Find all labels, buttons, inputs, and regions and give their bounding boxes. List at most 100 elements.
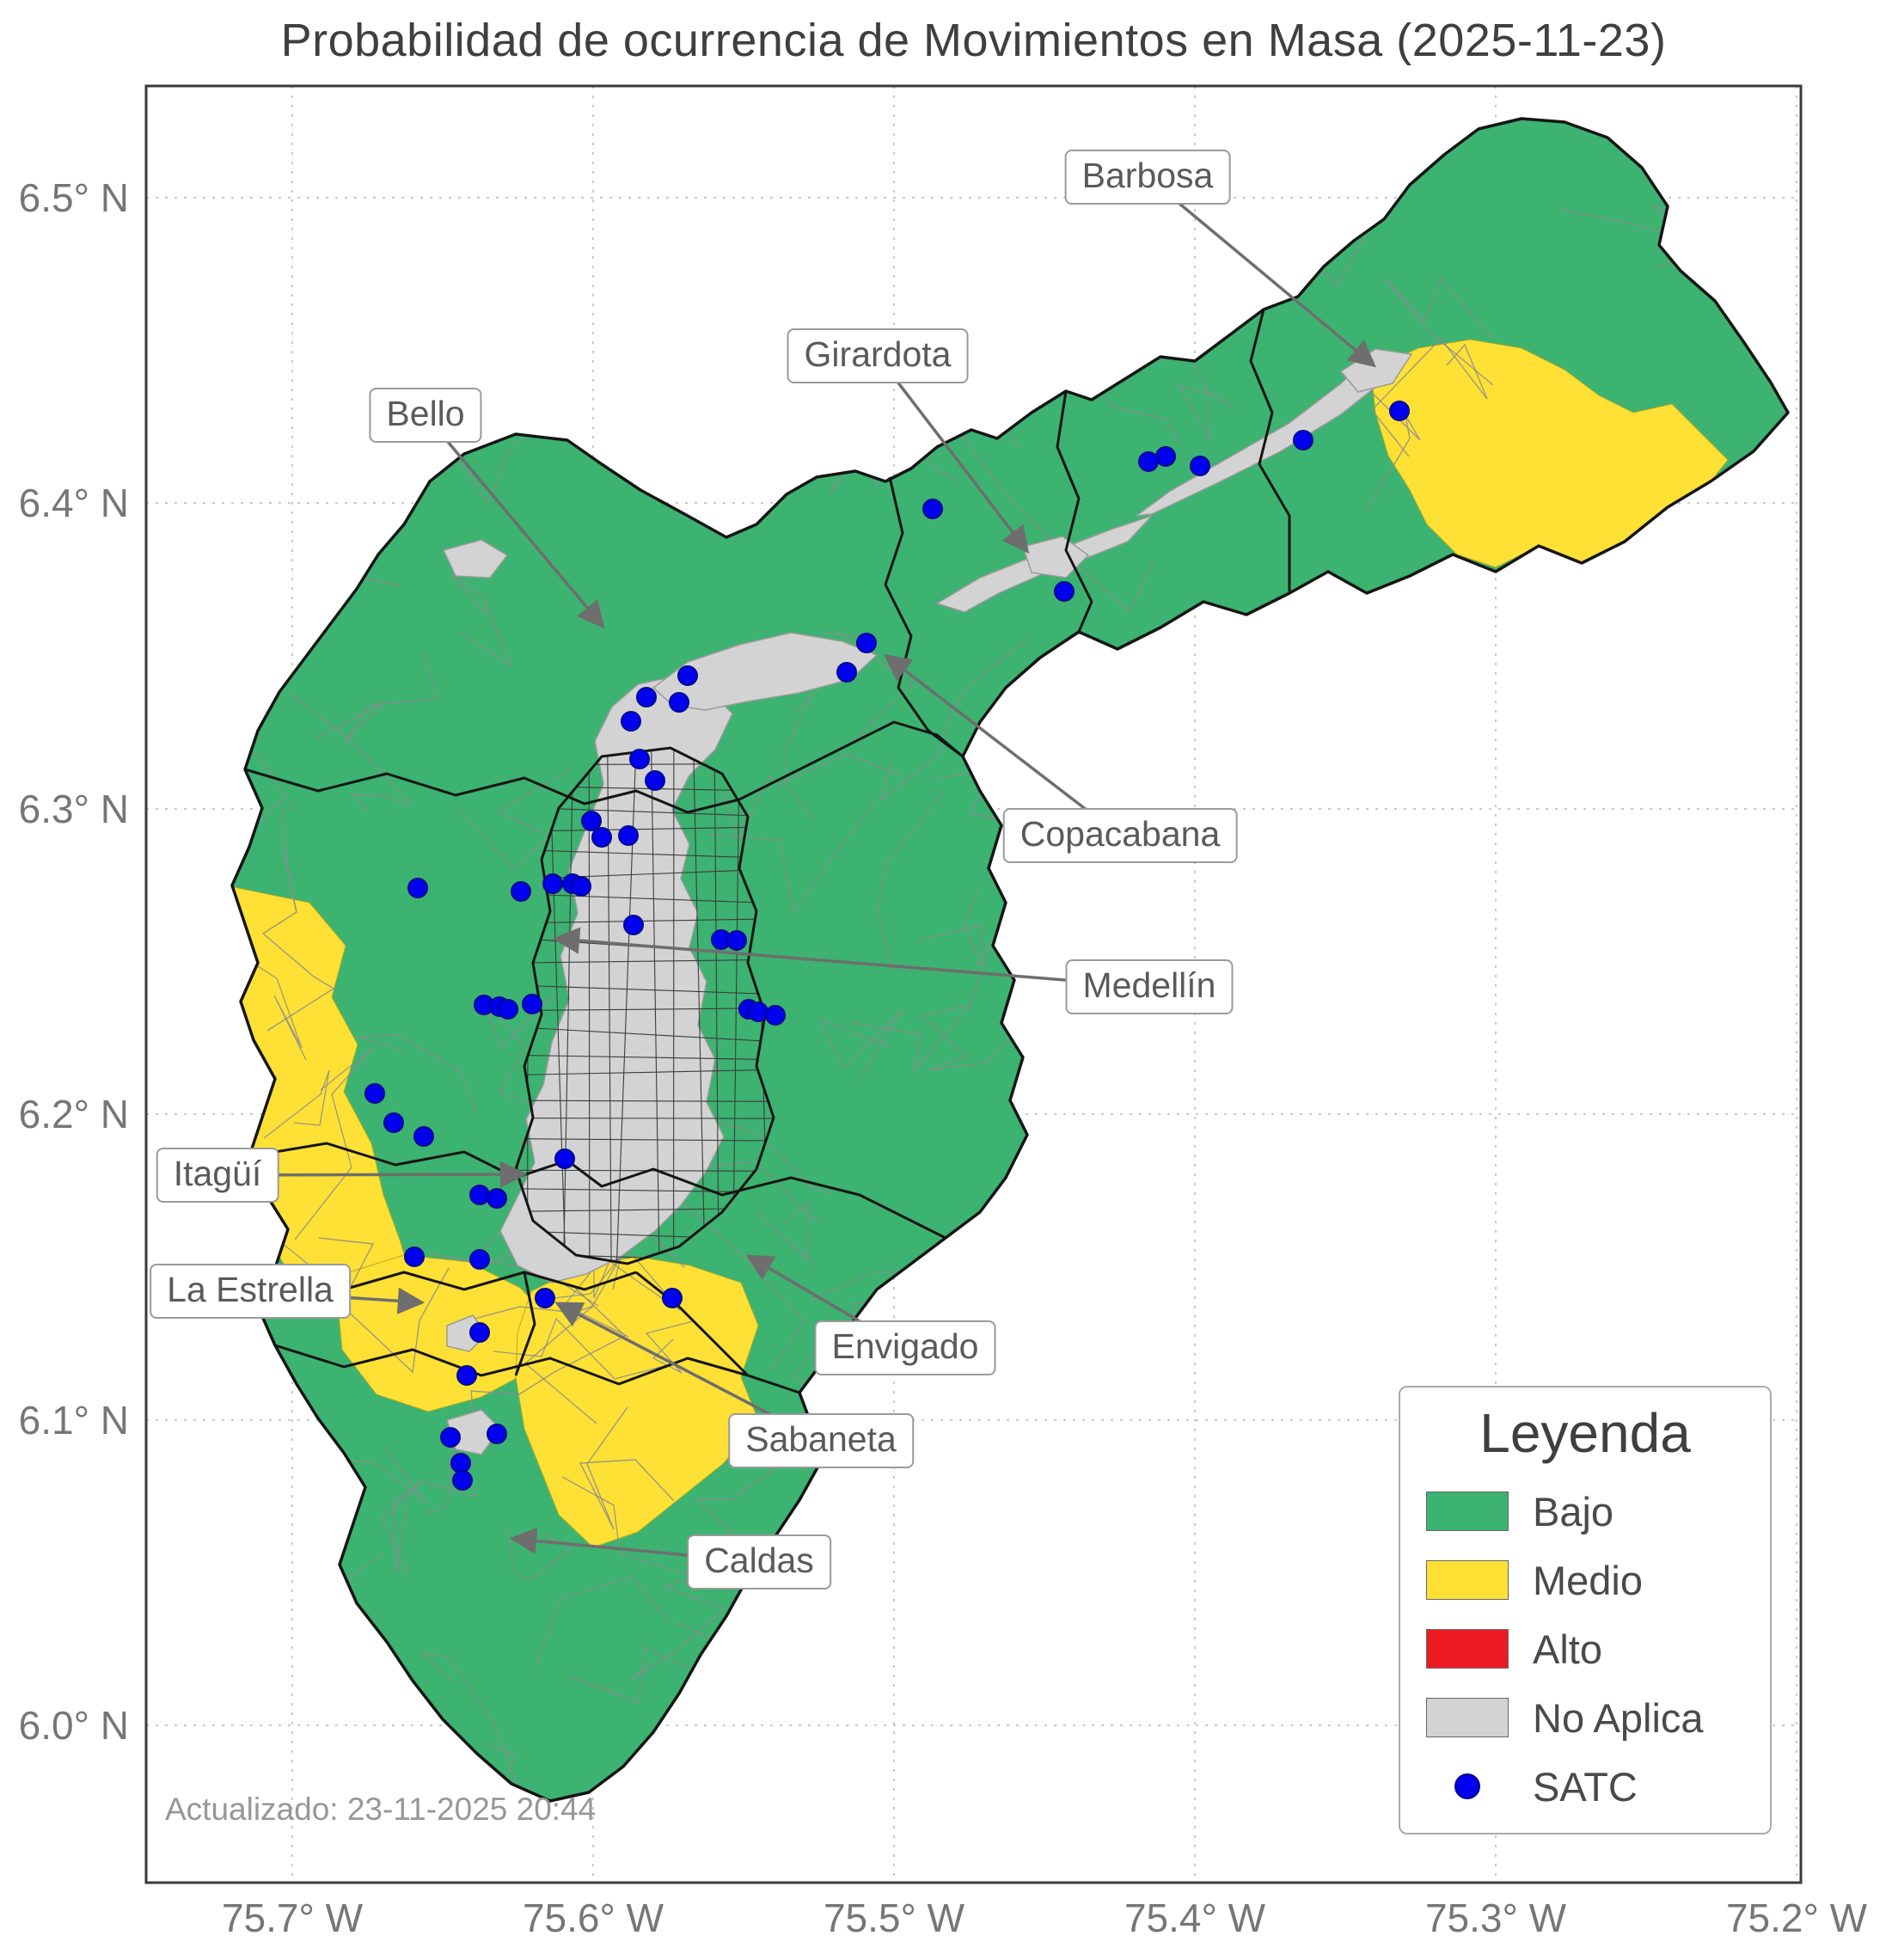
city-label-sabaneta: Sabaneta: [728, 1413, 914, 1468]
satc-point: [922, 499, 943, 519]
satc-point: [413, 1126, 434, 1147]
satc-point: [629, 749, 650, 769]
satc-point: [469, 1322, 490, 1343]
satc-point: [522, 994, 542, 1014]
municipal-border: [248, 1142, 946, 1240]
legend: Leyenda Bajo Medio Alto No Aplica SATC: [1399, 1386, 1772, 1834]
no-aplica-region: [442, 539, 509, 579]
satc-point: [618, 825, 639, 846]
y-tick-label: 6.1° N: [18, 1398, 129, 1442]
satc-point: [836, 662, 857, 683]
y-tick-label: 6.4° N: [18, 481, 129, 525]
updated-timestamp: Actualizado: 23-11-2025 20:44: [165, 1792, 597, 1827]
no-aplica-region: [652, 632, 879, 711]
satc-point: [1293, 430, 1313, 450]
satc-point: [726, 930, 747, 951]
municipal-border: [884, 476, 964, 758]
legend-item-medio: Medio: [1400, 1546, 1770, 1614]
satc-point: [621, 711, 641, 732]
satc-point: [440, 1427, 461, 1448]
satc-point: [450, 1453, 471, 1473]
satc-point: [554, 1148, 575, 1169]
bajo-swatch: [1426, 1491, 1509, 1531]
satc-point: [452, 1470, 473, 1491]
city-label-caldas: Caldas: [687, 1534, 831, 1589]
satc-point: [404, 1246, 425, 1267]
satc-point: [645, 770, 665, 791]
satc-point: [407, 878, 428, 898]
x-tick-label: 75.6° W: [522, 1896, 664, 1940]
satc-point: [487, 1188, 507, 1209]
legend-item-bajo: Bajo: [1400, 1477, 1770, 1546]
city-label-medellin: Medellín: [1065, 959, 1234, 1014]
satc-point: [571, 876, 591, 897]
satc-point: [364, 1083, 385, 1104]
satc-point: [669, 692, 689, 713]
municipal-border: [244, 720, 964, 814]
satc-point: [856, 633, 877, 653]
satc-point: [591, 827, 612, 848]
satc-point: [581, 811, 602, 831]
annotation-arrow: [1146, 175, 1377, 368]
y-tick-label: 6.0° N: [18, 1703, 129, 1748]
y-tick-label: 6.5° N: [18, 175, 129, 220]
x-tick-label: 75.7° W: [221, 1896, 364, 1940]
x-tick-label: 75.3° W: [1424, 1896, 1567, 1940]
satc-point: [469, 1185, 490, 1205]
municipal-border: [514, 1271, 536, 1376]
satc-point: [383, 1112, 404, 1133]
satc-point: [748, 1001, 768, 1022]
legend-item-satc: SATC: [1400, 1752, 1770, 1821]
municipal-border: [635, 1271, 750, 1377]
satc-point: [677, 665, 698, 686]
city-label-bello: Bello: [369, 388, 482, 443]
city-label-barbosa: Barbosa: [1064, 150, 1231, 205]
legend-item-no-aplica: No Aplica: [1400, 1683, 1770, 1752]
satc-point: [1190, 456, 1210, 476]
y-tick-label: 6.2° N: [18, 1092, 129, 1136]
municipal-border: [343, 1271, 637, 1291]
satc-point: [1389, 401, 1410, 421]
x-tick-label: 75.2° W: [1725, 1896, 1868, 1940]
satc-point: [469, 1249, 490, 1270]
satc-point: [623, 915, 644, 935]
annotation-arrows: [217, 175, 1377, 1564]
legend-item-alto: Alto: [1400, 1614, 1770, 1683]
municipal-border: [1249, 309, 1291, 591]
satc-point: [636, 687, 657, 707]
x-tick-label: 75.4° W: [1124, 1896, 1266, 1940]
satc-dot-icon: [1454, 1773, 1480, 1799]
y-tick-label: 6.3° N: [18, 787, 129, 831]
satc-points: [364, 401, 1410, 1491]
annotation-arrow: [552, 927, 1150, 989]
city-label-itagui: Itagüí: [156, 1148, 279, 1203]
satc-point: [1054, 581, 1075, 602]
city-label-la-estrella: La Estrella: [150, 1264, 351, 1319]
satc-point: [1155, 446, 1176, 467]
probability-map-region: [232, 119, 1788, 1801]
no-aplica-swatch: [1426, 1698, 1509, 1737]
legend-item-label: Medio: [1533, 1557, 1644, 1603]
page-title: Probabilidad de ocurrencia de Movimiento…: [280, 15, 1667, 66]
satc-point: [542, 873, 563, 894]
municipal-border: [274, 1344, 800, 1394]
city-label-envigado: Envigado: [814, 1320, 996, 1375]
city-label-copacabana: Copacabana: [1002, 808, 1238, 863]
legend-item-label: No Aplica: [1533, 1694, 1704, 1741]
satc-point: [487, 1424, 507, 1444]
satc-point: [511, 881, 531, 902]
legend-item-label: SATC: [1533, 1763, 1638, 1810]
satc-point: [535, 1288, 555, 1308]
legend-item-label: Bajo: [1533, 1488, 1614, 1534]
alto-swatch: [1426, 1629, 1509, 1669]
annotation-arrow: [876, 354, 1030, 554]
satc-dot-swatch: [1426, 1767, 1509, 1806]
municipal-border: [1056, 390, 1093, 633]
x-tick-label: 75.5° W: [823, 1896, 965, 1940]
satc-point: [498, 999, 518, 1020]
urban-core-border: [514, 746, 775, 1265]
annotation-arrow: [883, 653, 1122, 837]
satc-point: [1138, 451, 1159, 472]
satc-point: [662, 1288, 683, 1308]
